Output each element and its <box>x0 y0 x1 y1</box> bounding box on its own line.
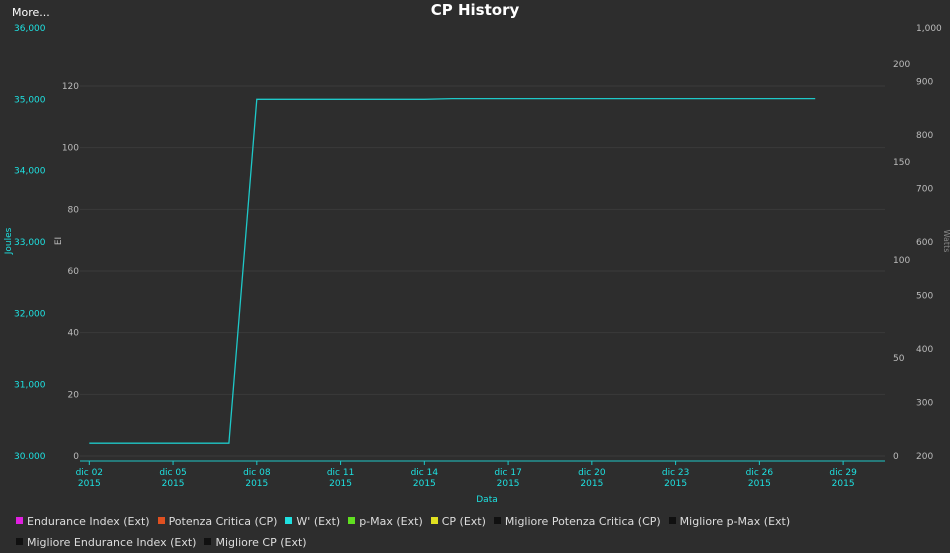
ei-axis-label: EI <box>54 237 64 245</box>
grid-lines <box>80 85 885 457</box>
x-tick-label: dic 11 <box>327 468 354 478</box>
watts-tick-label: 200 <box>916 452 933 462</box>
x-tick-label: dic 14 <box>411 468 439 478</box>
x-tick-year-label: 2015 <box>664 479 687 489</box>
watts-tick-label: 800 <box>916 131 933 141</box>
watts-tick-label: 600 <box>916 238 933 248</box>
legend-item[interactable]: Endurance Index (Ext) <box>16 511 150 532</box>
x-tick-label: dic 26 <box>746 468 774 478</box>
right-inner-tick-label: 100 <box>893 256 910 266</box>
watts-tick-label: 300 <box>916 399 933 409</box>
legend-label: Migliore CP (Ext) <box>215 536 307 549</box>
joules-tick-label: 35,000 <box>14 95 46 105</box>
watts-axis-label: Watts <box>942 230 950 253</box>
right-inner-tick-label: 50 <box>893 354 905 364</box>
legend-swatch <box>157 517 165 524</box>
legend-label: CP (Ext) <box>441 515 486 528</box>
legend-item[interactable]: Migliore p-Max (Ext) <box>668 511 791 532</box>
chart-title: CP History <box>430 1 520 19</box>
axis-labels: Data Joules EI Watts <box>4 227 950 505</box>
legend-label: Migliore p-Max (Ext) <box>679 515 791 528</box>
legend-label: W' (Ext) <box>296 515 341 528</box>
legend-label: Endurance Index (Ext) <box>27 515 150 528</box>
legend-label: Migliore Endurance Index (Ext) <box>27 536 197 549</box>
x-tick-year-label: 2015 <box>832 479 855 489</box>
watts-tick-label: 400 <box>916 345 933 355</box>
legend-swatch <box>16 538 23 545</box>
legend-label: Potenza Critica (CP) <box>168 515 278 528</box>
right-inner-tick-label: 0 <box>893 452 899 462</box>
series-lines <box>89 97 816 444</box>
ei-tick-label: 40 <box>68 329 80 339</box>
ei-tick-label: 100 <box>62 144 79 154</box>
ei-tick-label: 60 <box>68 267 80 277</box>
chart-legend: Endurance Index (Ext) Potenza Critica (CP… <box>16 511 946 553</box>
right-inner-tick-label: 150 <box>893 158 910 168</box>
right-inner-tick-label: 200 <box>893 60 910 70</box>
x-tick-year-label: 2015 <box>497 479 520 489</box>
x-tick-label: dic 02 <box>76 468 103 478</box>
joules-tick-label: 34,000 <box>14 167 46 177</box>
legend-swatch <box>16 517 23 524</box>
ei-tick-label: 20 <box>68 390 80 400</box>
watts-tick-label: 500 <box>916 292 933 302</box>
x-tick-year-label: 2015 <box>580 479 603 489</box>
legend-swatch <box>493 517 501 524</box>
x-tick-label: dic 23 <box>662 468 689 478</box>
chart-axes: 30.000 31,000 32,000 33,000 34,000 35,000 36,0… <box>14 24 942 489</box>
legend-swatch <box>285 517 293 524</box>
x-tick-label: dic 17 <box>494 468 521 478</box>
x-axis-label: Data <box>476 495 498 505</box>
x-tick-label: dic 08 <box>243 468 271 478</box>
joules-axis-label: Joules <box>4 227 14 255</box>
x-tick-year-label: 2015 <box>245 479 268 489</box>
legend-item[interactable]: W' (Ext) <box>285 511 340 532</box>
legend-item[interactable]: Migliore Potenza Critica (CP) <box>493 511 661 532</box>
x-tick-label: dic 05 <box>159 468 186 478</box>
legend-item[interactable]: p-Max (Ext) <box>348 511 423 532</box>
x-tick-year-label: 2015 <box>162 479 185 489</box>
legend-swatch <box>348 517 356 524</box>
more-menu-link[interactable]: More... <box>12 6 50 19</box>
watts-tick-label: 900 <box>916 78 933 88</box>
x-tick-year-label: 2015 <box>413 479 436 489</box>
legend-swatch <box>430 517 438 524</box>
x-tick-year-label: 2015 <box>748 479 771 489</box>
x-tick-label: dic 29 <box>829 468 857 478</box>
x-tick-label: dic 20 <box>578 468 606 478</box>
legend-item[interactable]: Migliore Endurance Index (Ext) <box>16 532 196 553</box>
ei-tick-label: 80 <box>68 205 80 215</box>
series-line-w-prime <box>89 97 816 444</box>
joules-tick-label: 32,000 <box>14 309 46 319</box>
ei-tick-label: 120 <box>62 82 79 92</box>
watts-tick-label: 700 <box>916 185 933 195</box>
joules-tick-label: 36,000 <box>14 24 46 34</box>
legend-label: p-Max (Ext) <box>359 515 423 528</box>
x-tick-year-label: 2015 <box>78 479 101 489</box>
legend-swatch <box>668 517 676 524</box>
ei-tick-label: 0 <box>73 452 79 462</box>
joules-tick-label: 33,000 <box>14 238 46 248</box>
legend-swatch <box>204 538 212 545</box>
watts-tick-label: 1,000 <box>916 24 942 34</box>
x-tick-year-label: 2015 <box>329 479 352 489</box>
joules-tick-label: 30.000 <box>14 452 46 462</box>
joules-tick-label: 31,000 <box>14 381 46 391</box>
legend-label: Migliore Potenza Critica (CP) <box>504 515 661 528</box>
legend-item[interactable]: Potenza Critica (CP) <box>157 511 278 532</box>
legend-item[interactable]: Migliore CP (Ext) <box>204 532 307 553</box>
legend-item[interactable]: CP (Ext) <box>430 511 486 532</box>
